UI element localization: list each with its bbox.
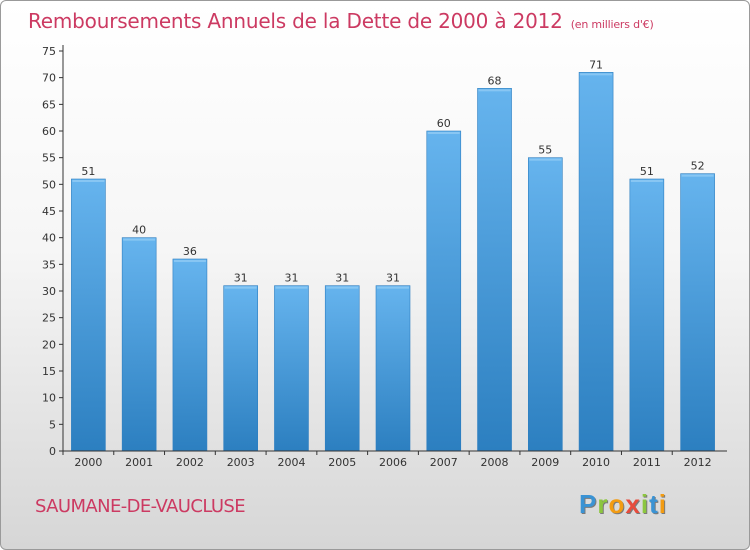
x-tick-label-2008: 2008 <box>481 456 509 469</box>
bar-2012 <box>680 173 715 452</box>
x-tick-label-2003: 2003 <box>227 456 255 469</box>
x-tick-label-2012: 2012 <box>684 456 712 469</box>
value-label-2004: 31 <box>284 272 298 285</box>
proxiti-logo: Proxiti <box>579 489 667 520</box>
bar-highlight-2008 <box>478 89 511 92</box>
logo-letter: i <box>658 489 667 519</box>
logo-letter: x <box>625 489 641 519</box>
y-tick-label-0: 0 <box>49 445 56 458</box>
y-tick-label-35: 35 <box>42 258 56 271</box>
y-tick-label-75: 75 <box>42 45 56 58</box>
y-tick-label-25: 25 <box>42 312 56 325</box>
chart-title: Remboursements Annuels de la Dette de 20… <box>28 9 654 33</box>
y-tick-label-15: 15 <box>42 365 56 378</box>
value-label-2002: 36 <box>183 245 197 258</box>
bar-2010 <box>578 72 614 452</box>
bar-highlight-2005 <box>326 286 359 289</box>
bar-2000 <box>71 178 106 452</box>
bar-2002 <box>172 258 208 452</box>
x-tick-label-2005: 2005 <box>328 456 356 469</box>
logo-letter: t <box>649 489 659 519</box>
bar-2009 <box>528 157 563 452</box>
value-label-2009: 55 <box>538 144 552 157</box>
y-tick-label-5: 5 <box>49 418 56 431</box>
bar-highlight-2006 <box>377 286 409 289</box>
value-label-2012: 52 <box>691 160 705 173</box>
x-tick-label-2006: 2006 <box>379 456 407 469</box>
bar-2007 <box>426 130 462 452</box>
y-tick-label-45: 45 <box>42 205 56 218</box>
x-tick-label-2002: 2002 <box>176 456 204 469</box>
bar-2005 <box>324 285 360 452</box>
bar-highlight-2004 <box>275 286 308 289</box>
value-label-2006: 31 <box>386 272 400 285</box>
bar-highlight-2000 <box>72 180 105 182</box>
logo-letter: r <box>597 489 609 519</box>
value-label-2000: 51 <box>81 165 95 178</box>
axes-group: 2000 2001 2002 2003 2004 2005 2006 2007 2008 2009… <box>42 45 727 469</box>
bar-2001 <box>121 237 157 452</box>
bar-highlight-2009 <box>529 158 562 161</box>
x-tick-label-2004: 2004 <box>277 456 305 469</box>
logo-letter: P <box>579 489 598 519</box>
x-tick-label-2011: 2011 <box>633 456 661 469</box>
bars-group: 51 40 36 31 31 31 31 60 68 55 71 51 52 <box>71 58 715 452</box>
x-tick-label-2000: 2000 <box>74 456 102 469</box>
y-tick-label-55: 55 <box>42 152 56 165</box>
bar-highlight-2012 <box>681 174 714 177</box>
y-tick-label-60: 60 <box>42 125 56 138</box>
value-label-2007: 60 <box>437 117 451 130</box>
bar-highlight-2010 <box>580 73 613 76</box>
y-tick-label-65: 65 <box>42 98 56 111</box>
x-tick-label-2001: 2001 <box>125 456 153 469</box>
chart-subtitle: (en milliers d'€) <box>570 18 654 31</box>
y-tick-label-70: 70 <box>42 72 56 85</box>
bar-highlight-2003 <box>224 286 257 289</box>
value-label-2005: 31 <box>335 272 349 285</box>
bar-2004 <box>274 285 309 452</box>
value-label-2011: 51 <box>640 165 654 178</box>
logo-letter: o <box>608 489 626 519</box>
x-tick-label-2009: 2009 <box>531 456 559 469</box>
bar-highlight-2007 <box>427 132 460 134</box>
bar-highlight-2011 <box>630 180 663 182</box>
value-label-2001: 40 <box>132 224 146 237</box>
value-label-2003: 31 <box>234 272 248 285</box>
x-tick-label-2010: 2010 <box>582 456 610 469</box>
value-label-2008: 68 <box>488 74 502 87</box>
bar-2003 <box>223 285 258 452</box>
bar-highlight-2002 <box>173 260 206 262</box>
chart-title-text: Remboursements Annuels de la Dette de 20… <box>28 9 563 33</box>
value-label-2010: 71 <box>589 58 603 71</box>
bar-2011 <box>629 178 665 452</box>
bar-2008 <box>477 88 512 452</box>
y-tick-label-10: 10 <box>42 392 56 405</box>
y-tick-label-50: 50 <box>42 178 56 191</box>
y-tick-label-40: 40 <box>42 232 56 245</box>
bar-2006 <box>375 285 411 452</box>
y-tick-label-20: 20 <box>42 338 56 351</box>
location-name: SAUMANE-DE-VAUCLUSE <box>35 496 246 517</box>
x-tick-label-2007: 2007 <box>430 456 458 469</box>
bar-highlight-2001 <box>123 238 156 241</box>
logo-letter: i <box>640 489 650 519</box>
y-tick-label-30: 30 <box>42 285 56 298</box>
